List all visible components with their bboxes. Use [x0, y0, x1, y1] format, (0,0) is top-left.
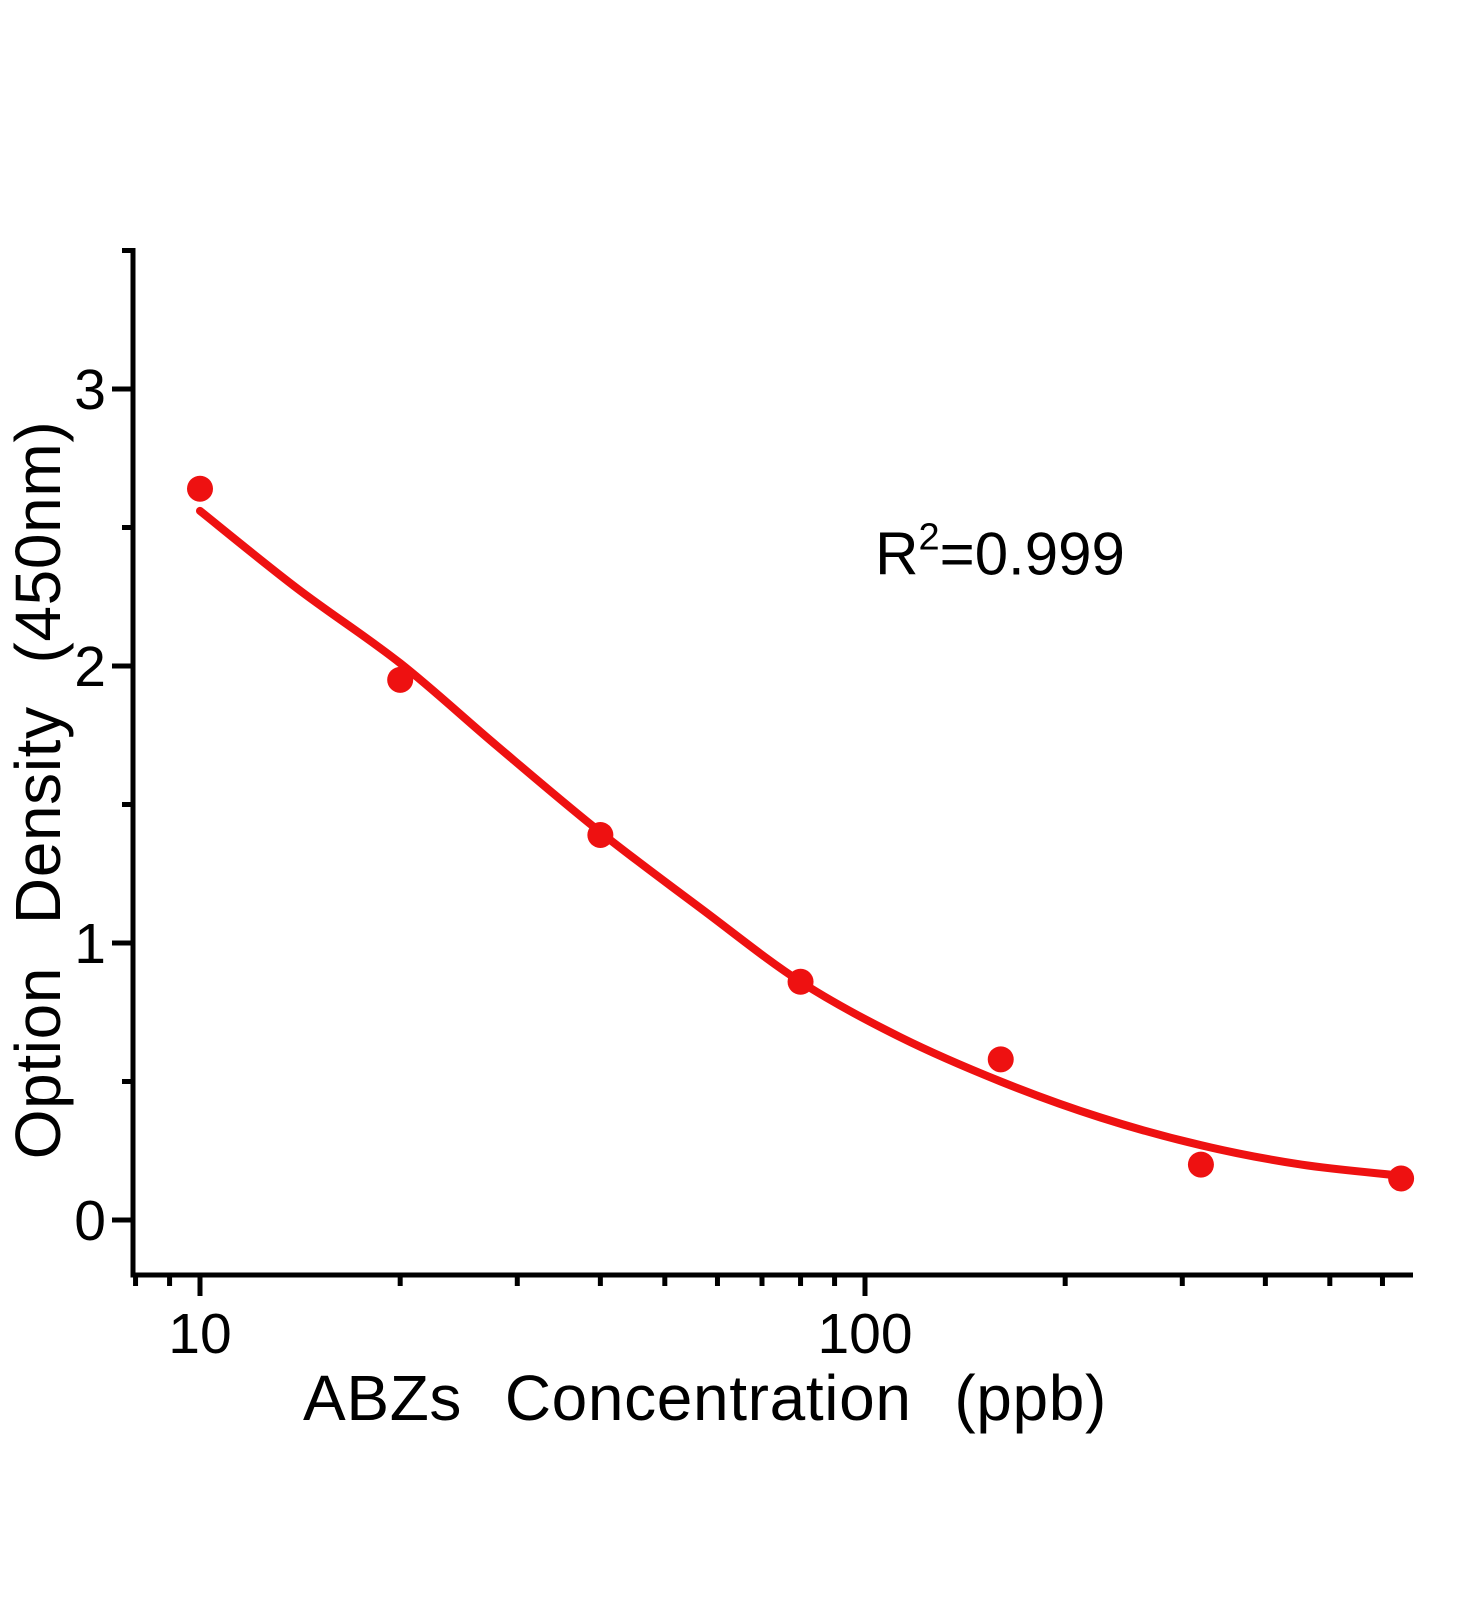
data-point [1388, 1165, 1415, 1192]
x-axis-title-text: ABZs Concentration (ppb) [303, 1362, 1107, 1434]
data-point [987, 1046, 1014, 1073]
y-tick-label: 2 [74, 635, 106, 699]
y-axis-title-text: Option Density (450nm) [2, 420, 74, 1160]
x-axis-title: ABZs Concentration (ppb) [303, 1361, 1107, 1435]
y-tick-label: 1 [74, 912, 106, 976]
r-squared-base: R [875, 520, 919, 588]
y-tick-label: 3 [74, 358, 106, 422]
y-tick-label: 0 [74, 1189, 106, 1253]
data-point [187, 475, 213, 502]
x-tick-label: 10 [168, 1302, 231, 1366]
x-tick-label: 100 [817, 1302, 912, 1366]
data-point [587, 821, 614, 848]
data-point [787, 968, 814, 995]
y-axis-title: Option Density (450nm) [1, 421, 75, 1160]
r-squared-annotation: R2=0.999 [875, 516, 1125, 589]
r-squared-value: =0.999 [939, 520, 1125, 588]
fit-curve [196, 506, 1406, 1180]
data-point [387, 666, 414, 693]
r-squared-exponent: 2 [918, 516, 940, 559]
data-point [1187, 1151, 1214, 1178]
